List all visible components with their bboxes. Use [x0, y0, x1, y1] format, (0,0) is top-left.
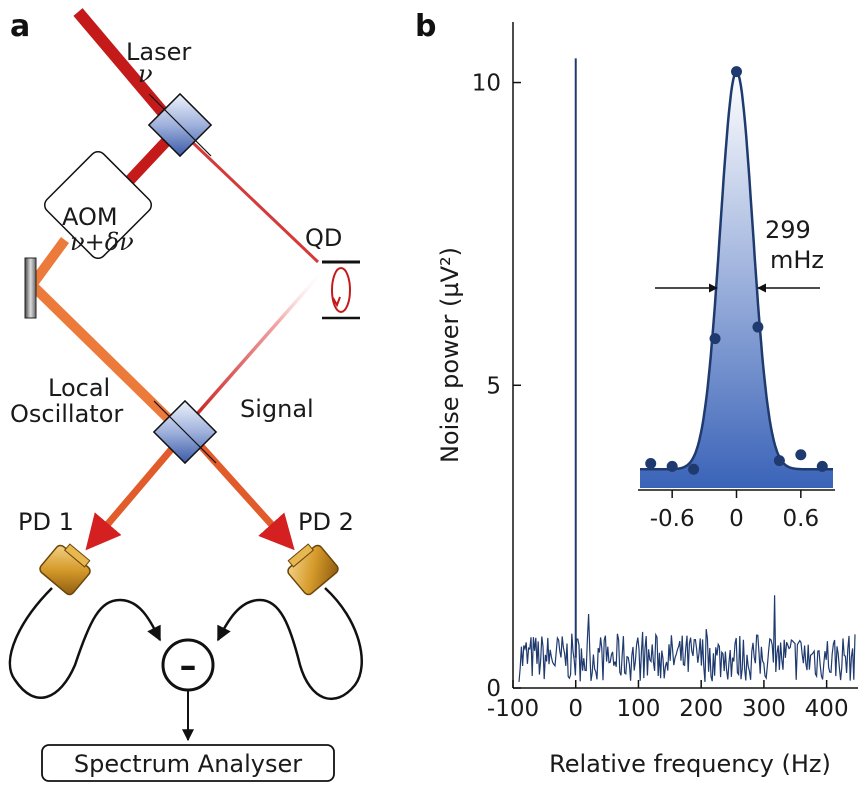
inset-ticks: -0.6 0 0.6 [650, 490, 819, 532]
pd1-label: PD 1 [18, 508, 74, 536]
photodiode-1 [39, 543, 91, 596]
x-tick-label: 0 [568, 696, 583, 722]
beam-splitter-2 [152, 399, 218, 465]
mirror [24, 257, 37, 319]
qd-label: QD [305, 224, 342, 252]
panel-a-label: a [10, 9, 30, 44]
lo-beam-lower [28, 281, 182, 432]
output-beam-1 [85, 442, 178, 551]
aom-label: AOM [62, 203, 118, 231]
spectrum-analyser-label: Spectrum Analyser [74, 750, 302, 778]
inset-data-point [816, 460, 828, 472]
photodiode-2 [287, 543, 339, 596]
pd2-label: PD 2 [298, 508, 354, 536]
inset-x-tick-label: -0.6 [650, 506, 695, 532]
signal-label: Signal [240, 395, 314, 423]
aom-box [43, 150, 153, 260]
beam-splitter-1 [147, 92, 213, 158]
x-tick-label: 200 [679, 696, 723, 722]
inset-data-point [645, 457, 657, 469]
x-tick-label: 400 [805, 696, 849, 722]
inset-data-point [795, 449, 807, 461]
spectrum-analyser-box [41, 744, 335, 782]
inset-data-point [731, 66, 742, 78]
fwhm-value: 299 [765, 216, 811, 244]
qd-level-diagram [322, 260, 360, 320]
local-oscillator-label-1: Local [48, 374, 110, 402]
noise-trace [518, 595, 856, 682]
inset-x-tick-label: 0 [729, 506, 744, 532]
cable-2 [216, 587, 363, 701]
inset-data-point [773, 455, 785, 467]
inset-data-point [666, 460, 678, 472]
inset-data-point [709, 333, 721, 345]
inset-chart: -0.6 0 0.6 299 mHz [638, 66, 835, 532]
laser-frequency: ν [138, 60, 153, 88]
y-tick-label: 10 [472, 71, 501, 97]
laser-label: Laser [126, 38, 191, 66]
x-axis-title: Relative frequency (Hz) [549, 750, 831, 778]
inset-data-point [688, 463, 700, 475]
x-tick-label: -100 [487, 696, 539, 722]
x-tick-label: 100 [617, 696, 661, 722]
subtractor-symbol: – [180, 646, 197, 686]
cable-1 [8, 587, 162, 699]
y-tick-label: 0 [486, 676, 501, 702]
x-tick-label: 300 [742, 696, 786, 722]
lo-beam-upper [27, 237, 70, 288]
inset-data-point [752, 321, 764, 333]
inset-fill [640, 71, 833, 488]
inset-points [645, 66, 828, 475]
aom-frequency: ν+δν [70, 228, 134, 256]
inset-x-tick-label: 0.6 [783, 506, 820, 532]
fwhm-unit: mHz [770, 246, 824, 274]
beam-to-qd [188, 138, 320, 264]
panel-a: a AOM ν+δν [8, 8, 363, 782]
local-oscillator-label-2: Oscillator [10, 400, 123, 428]
signal-beam [188, 270, 324, 424]
panel-b-label: b [415, 9, 436, 44]
y-tick-label: 5 [486, 373, 501, 399]
y-axis-title: Noise power (µV²) [436, 247, 464, 463]
